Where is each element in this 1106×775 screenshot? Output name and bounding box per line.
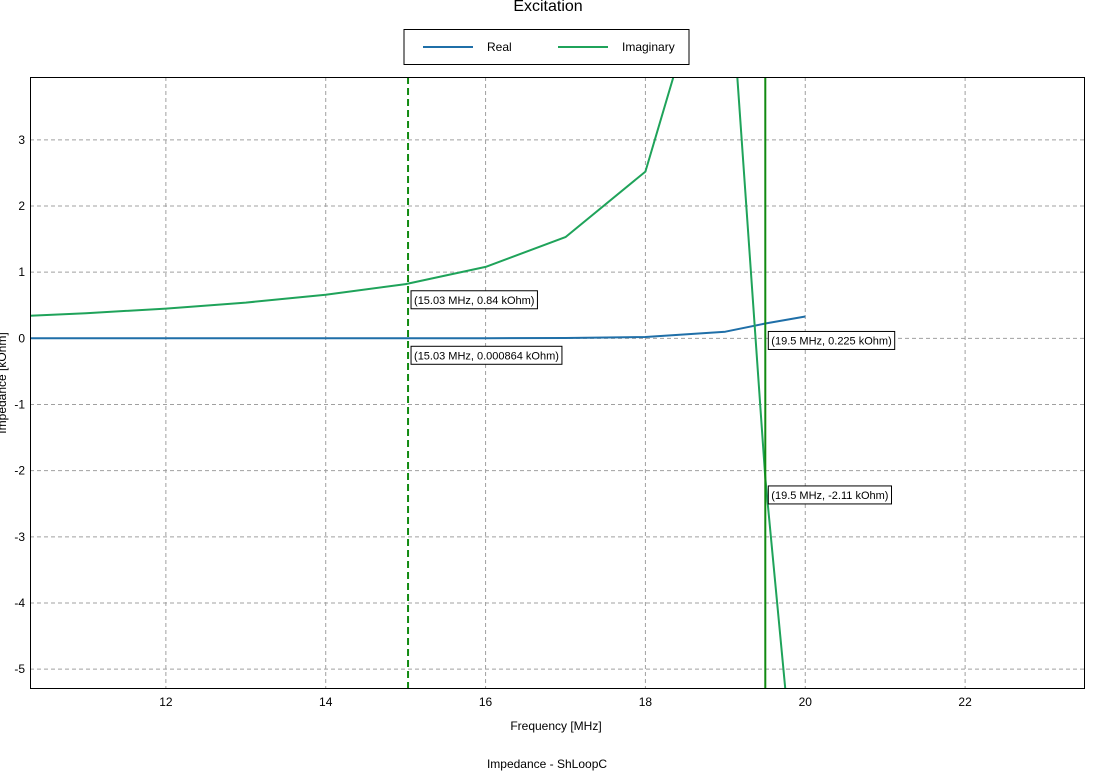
legend-imaginary-label: Imaginary — [622, 40, 675, 54]
marker-annotations: (15.03 MHz, 0.84 kOhm) (15.03 MHz, 0.0008… — [410, 290, 896, 505]
x-tick-label: 14 — [319, 695, 333, 709]
chart-title: Excitation — [513, 0, 582, 15]
x-tick-label: 22 — [958, 695, 972, 709]
x-axis-label: Frequency [MHz] — [510, 719, 601, 733]
annotation-box — [410, 345, 563, 365]
annotation-box — [410, 290, 538, 310]
plot-area — [30, 77, 1085, 689]
y-tick-label: -1 — [14, 398, 25, 412]
y-tick-label: 3 — [18, 133, 25, 147]
y-tick-label: -5 — [14, 662, 25, 676]
annotation-text: (19.5 MHz, 0.225 kOhm) — [771, 335, 891, 347]
annotation-text: (15.03 MHz, 0.000864 kOhm) — [414, 350, 559, 362]
marker-annotation: (19.5 MHz, 0.225 kOhm) — [767, 330, 896, 350]
y-tick-label: -3 — [14, 530, 25, 544]
marker-lines — [407, 77, 767, 689]
annotation-box — [767, 485, 893, 505]
legend-real-label: Real — [487, 40, 512, 54]
y-tick-label: 1 — [18, 265, 25, 279]
x-tick-label: 20 — [799, 695, 813, 709]
x-tick-label: 12 — [159, 695, 173, 709]
plot-frame — [30, 77, 1085, 689]
y-tick-label: -2 — [14, 464, 25, 478]
series-line-real — [30, 315, 806, 340]
legend: Real Imaginary — [403, 29, 690, 65]
annotation-box — [767, 330, 896, 350]
footer-caption: Impedance - ShLoopC — [487, 757, 607, 771]
y-tick-label: -4 — [14, 596, 25, 610]
y-tick-label: 0 — [18, 331, 25, 345]
marker-annotation: (15.03 MHz, 0.84 kOhm) — [410, 290, 538, 310]
y-axis-label: Impedance [kOhm] — [0, 332, 9, 433]
annotation-text: (15.03 MHz, 0.84 kOhm) — [414, 295, 534, 307]
annotation-text: (19.5 MHz, -2.11 kOhm) — [771, 490, 888, 502]
series-line-imaginary — [30, 77, 787, 689]
x-tick-label: 18 — [639, 695, 653, 709]
x-tick-label: 16 — [479, 695, 493, 709]
marker-annotation: (19.5 MHz, -2.11 kOhm) — [767, 485, 893, 505]
marker-annotation: (15.03 MHz, 0.000864 kOhm) — [410, 345, 563, 365]
series-lines — [30, 77, 806, 689]
y-tick-label: 2 — [18, 199, 25, 213]
